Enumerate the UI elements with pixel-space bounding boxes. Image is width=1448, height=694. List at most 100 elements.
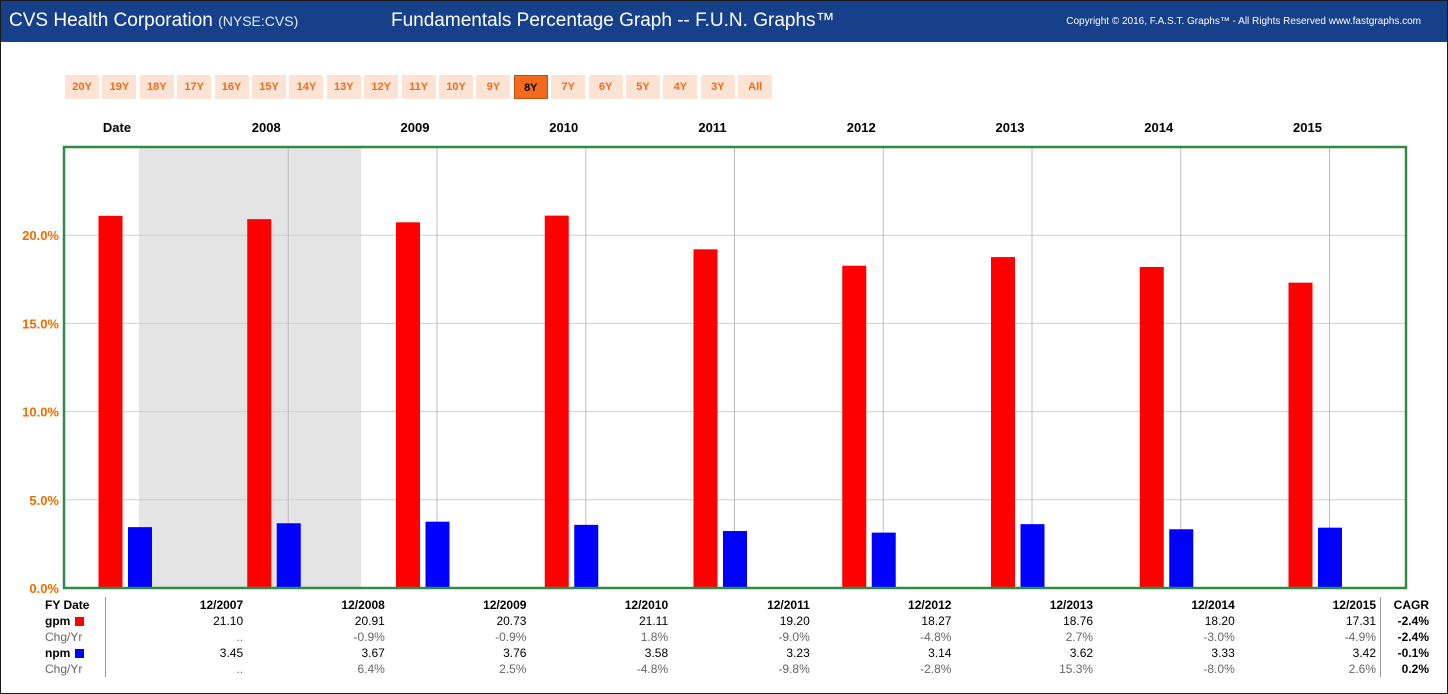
range-button-3y[interactable]: 3Y	[700, 75, 735, 99]
company-name: CVS Health Corporation (NYSE:CVS)	[9, 10, 299, 31]
table-row: Chg/Yr.. -0.9% -0.9% 1.8% -9.0% -4.8% 2.7% -3.0…	[41, 629, 1433, 645]
fy-date-label: FY Date	[41, 597, 106, 613]
table-cell: -3.0%	[1203, 630, 1235, 644]
range-button-20y[interactable]: 20Y	[65, 75, 99, 99]
y-tick-label: 15.0%	[22, 316, 59, 331]
bar-gpm-12-2014	[1139, 266, 1164, 588]
table-cell: 3.23	[786, 646, 810, 660]
copyright: Copyright © 2016, F.A.S.T. Graphs™ - All…	[1066, 16, 1421, 27]
range-button-19y[interactable]: 19Y	[102, 75, 137, 99]
table-cell: 3.42	[1352, 646, 1376, 660]
table-row: npm 3.45 3.67 3.76 3.58 3.23 3.14 3.62 3.33 3.42-…	[41, 645, 1433, 661]
row-label-text: npm	[45, 646, 71, 660]
cagr-cell: -2.4%	[1380, 613, 1433, 629]
top-year-label: 2008	[252, 120, 281, 135]
row-label: gpm	[41, 613, 106, 629]
table-cell: 3.33	[1211, 646, 1235, 660]
table-cell: ..	[236, 662, 244, 676]
table-cell: 3.14	[928, 646, 952, 660]
cagr-cell: -2.4%	[1380, 629, 1433, 645]
table-header-row: FY Date 12/2007 12/2008 12/2009 12/2010 12/20…	[41, 597, 1433, 613]
fy-date-cell: 12/2011	[767, 598, 810, 612]
y-tick-label: 20.0%	[22, 228, 59, 243]
range-button-10y[interactable]: 10Y	[439, 75, 473, 99]
table-cell: 3.67	[361, 646, 385, 660]
fundamentals-chart: 0.0% 5.0% 10.0% 15.0% 20.0% Date 2008 2009 2010 2…	[22, 120, 1408, 596]
range-button-6y[interactable]: 6Y	[588, 75, 623, 99]
range-button-15y[interactable]: 15Y	[252, 75, 286, 99]
row-label: Chg/Yr	[41, 661, 106, 677]
table-cell: 18.76	[1063, 614, 1094, 628]
range-button-13y[interactable]: 13Y	[326, 75, 361, 99]
table-cell: 18.20	[1204, 614, 1235, 628]
table-cell: -0.9%	[495, 630, 527, 644]
cagr-cell: 0.2%	[1380, 661, 1433, 677]
table-cell: ..	[236, 630, 244, 644]
plot-frame	[62, 145, 1408, 590]
top-year-label: 2014	[1144, 120, 1174, 135]
range-button-8y[interactable]: 8Y	[513, 75, 548, 99]
table-cell: -2.8%	[920, 662, 952, 676]
fy-date-cell: 12/2008	[341, 598, 385, 612]
bar-gpm-12-2011	[693, 249, 718, 588]
cagr-header: CAGR	[1380, 597, 1433, 613]
table-cell: -4.8%	[920, 630, 952, 644]
range-button-11y[interactable]: 11Y	[401, 75, 436, 99]
fundamentals-table: FY Date 12/2007 12/2008 12/2009 12/2010 12/20…	[41, 597, 1433, 677]
range-button-7y[interactable]: 7Y	[551, 75, 586, 99]
table-cell: -8.0%	[1203, 662, 1235, 676]
range-button-9y[interactable]: 9Y	[476, 75, 511, 99]
table-cell: 19.20	[779, 614, 810, 628]
bar-npm-12-2012	[871, 532, 896, 588]
table-cell: 3.62	[1069, 646, 1094, 660]
row-label-text: Chg/Yr	[45, 662, 83, 676]
range-button-4y[interactable]: 4Y	[663, 75, 698, 99]
table-cell: 2.6%	[1348, 662, 1376, 676]
bar-gpm-12-2012	[842, 265, 867, 588]
table-cell: 2.5%	[499, 662, 527, 676]
bar-npm-12-2010	[574, 524, 599, 588]
legend-swatch	[75, 649, 85, 658]
top-year-label: 2012	[847, 120, 876, 135]
fy-date-cell: 12/2013	[1049, 598, 1094, 612]
table-cell: 6.4%	[357, 662, 385, 676]
legend-swatch	[75, 617, 85, 626]
range-button-16y[interactable]: 16Y	[214, 75, 249, 99]
table-cell: 18.27	[921, 614, 952, 628]
y-tick-label: 5.0%	[29, 493, 59, 508]
range-button-17y[interactable]: 17Y	[177, 75, 212, 99]
table-cell: 3.76	[503, 646, 527, 660]
table-cell: -4.8%	[636, 662, 669, 676]
table-cell: 3.58	[644, 646, 669, 660]
range-button-5y[interactable]: 5Y	[626, 75, 660, 99]
bar-gpm-12-2008	[247, 219, 272, 589]
table-cell: -9.0%	[778, 630, 810, 644]
row-label: Chg/Yr	[41, 629, 106, 645]
cagr-cell: -0.1%	[1380, 645, 1433, 661]
bar-gpm-12-2013	[991, 257, 1015, 588]
table-cell: 3.45	[219, 646, 244, 660]
bar-npm-12-2007	[128, 527, 152, 588]
bar-gpm-12-2009	[396, 222, 420, 588]
range-button-all[interactable]: All	[738, 75, 773, 99]
bar-gpm-12-2007	[98, 215, 123, 588]
top-year-label: 2011	[698, 120, 726, 135]
fy-date-cell: 12/2009	[483, 598, 527, 612]
y-tick-label: 0.0%	[29, 581, 59, 596]
range-button-12y[interactable]: 12Y	[364, 75, 399, 99]
range-button-14y[interactable]: 14Y	[289, 75, 324, 99]
fy-date-cell: 12/2010	[624, 598, 669, 612]
table-cell: 1.8%	[640, 630, 669, 644]
bar-npm-12-2015	[1318, 527, 1342, 588]
graph-title: Fundamentals Percentage Graph -- F.U.N. …	[391, 10, 835, 31]
range-button-18y[interactable]: 18Y	[139, 75, 174, 99]
bar-npm-12-2008	[276, 523, 301, 588]
table-cell: -0.9%	[353, 630, 385, 644]
header-bar: CVS Health Corporation (NYSE:CVS) Fundam…	[1, 1, 1447, 42]
y-tick-label: 10.0%	[22, 405, 59, 420]
bar-gpm-12-2010	[544, 215, 569, 588]
table-cell: 17.31	[1345, 614, 1376, 628]
bar-npm-12-2009	[425, 521, 450, 588]
fy-date-cell: 12/2014	[1191, 598, 1235, 612]
